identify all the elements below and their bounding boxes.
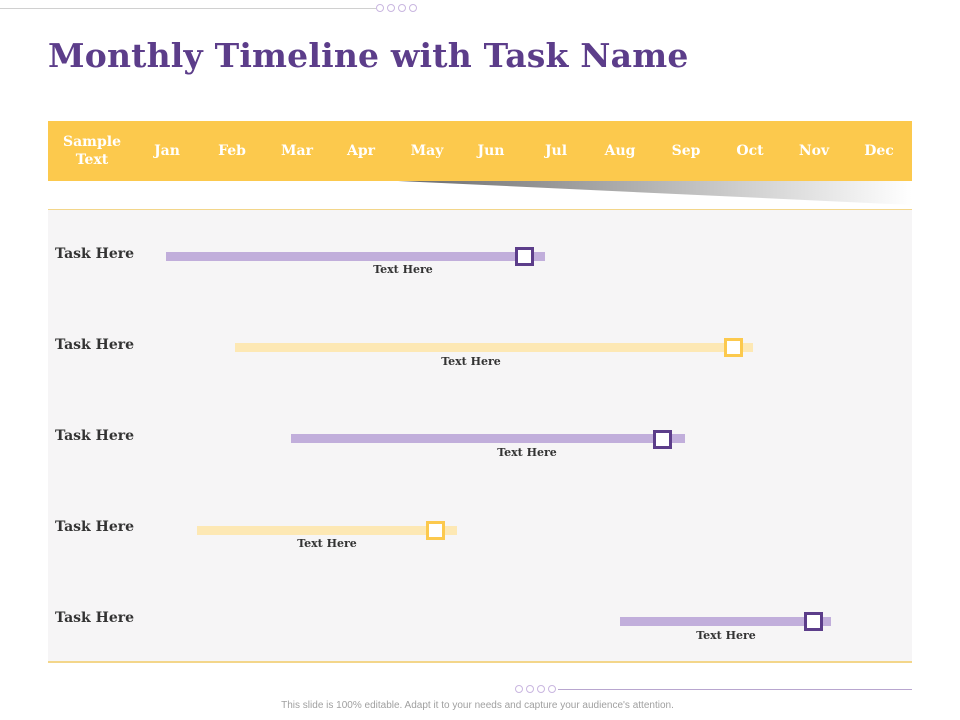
milestone-marker: [724, 338, 743, 357]
decor-dot: [387, 4, 395, 12]
task-label: Task Here: [55, 428, 135, 444]
task-bar: [291, 434, 685, 443]
milestone-marker: [653, 430, 672, 449]
decor-dot: [526, 685, 534, 693]
task-bar: [620, 617, 831, 626]
task-bar-text: Text Here: [696, 629, 756, 642]
decor-dot: [548, 685, 556, 693]
footer-note: This slide is 100% editable. Adapt it to…: [281, 700, 674, 711]
task-bar-text: Text Here: [441, 355, 501, 368]
top-decor-dots: [376, 4, 417, 12]
task-label: Task Here: [55, 337, 135, 353]
month-label: Aug: [604, 143, 636, 159]
task-label: Task Here: [55, 519, 135, 535]
top-decor-line: [0, 8, 376, 9]
task-label: Task Here: [55, 610, 135, 626]
decor-dot: [376, 4, 384, 12]
milestone-marker: [804, 612, 823, 631]
month-label: Nov: [798, 143, 830, 159]
month-label: May: [410, 143, 444, 159]
task-bar-text: Text Here: [373, 263, 433, 276]
milestone-marker: [515, 247, 534, 266]
header-shadow-wedge: [398, 181, 912, 205]
month-label: Jan: [154, 143, 180, 159]
timeline-header: Sample Text Jan Feb Mar Apr May Jun Jul …: [48, 121, 912, 181]
decor-dot: [537, 685, 545, 693]
decor-dot: [515, 685, 523, 693]
month-label: Mar: [281, 143, 313, 159]
header-sample-text: Sample Text: [62, 134, 121, 168]
milestone-marker: [426, 521, 445, 540]
decor-dot: [398, 4, 406, 12]
task-bar: [197, 526, 457, 535]
month-label: Sep: [671, 143, 701, 159]
month-label: Apr: [346, 143, 376, 159]
task-bar-text: Text Here: [297, 537, 357, 550]
month-label: Jul: [544, 143, 568, 159]
bottom-decor-line: [558, 689, 912, 690]
task-bar: [166, 252, 545, 261]
month-label: Jun: [477, 143, 505, 159]
month-label: Feb: [218, 143, 246, 159]
month-label: Dec: [864, 143, 894, 159]
slide-title: Monthly Timeline with Task Name: [48, 36, 689, 75]
month-label: Oct: [736, 143, 764, 159]
task-bar-text: Text Here: [497, 446, 557, 459]
decor-dot: [409, 4, 417, 12]
bottom-decor-dots: [515, 685, 556, 693]
task-bar: [235, 343, 753, 352]
task-label: Task Here: [55, 246, 135, 262]
